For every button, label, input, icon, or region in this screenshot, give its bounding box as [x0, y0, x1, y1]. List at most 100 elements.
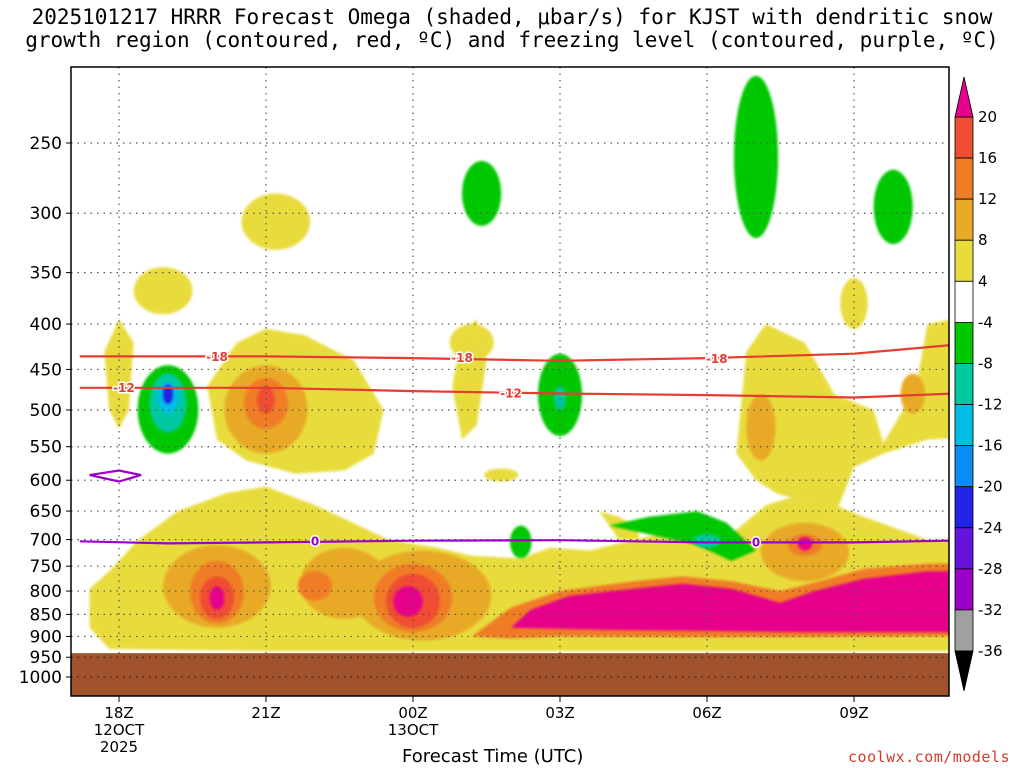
- contour-label: -18: [706, 352, 728, 366]
- colorbar-swatch: [954, 527, 974, 570]
- contour-label: -12: [113, 381, 135, 395]
- colorbar-swatch: [954, 445, 974, 488]
- colorbar-label: -20: [978, 478, 1003, 496]
- colorbar-label: -28: [978, 560, 1003, 578]
- x-tick-label: 03Z: [545, 704, 574, 722]
- contour-label: -12: [500, 386, 522, 400]
- colorbar-label: 16: [978, 149, 997, 167]
- colorbar-label: 12: [978, 190, 997, 208]
- omega-descent-low: [510, 525, 532, 559]
- x-tick-label: 13OCT: [388, 721, 439, 739]
- omega-core-late: [900, 373, 926, 414]
- colorbar-label: -12: [978, 396, 1003, 414]
- y-tick-label: 350: [30, 264, 62, 284]
- contour-label: -18: [451, 351, 473, 365]
- omega-core-pink: [209, 586, 225, 610]
- colorbar-swatch: [954, 486, 974, 529]
- grid-lines: [71, 67, 949, 696]
- omega-descent-upper: [462, 161, 502, 226]
- y-tick-label: 550: [30, 438, 62, 458]
- y-tick-label: 650: [30, 502, 62, 522]
- x-tick-label: 2025: [100, 738, 138, 756]
- omega-core-pink: [393, 586, 423, 617]
- plot-frame: [70, 66, 950, 697]
- colorbar-label: 4: [978, 272, 988, 290]
- title-line-1: 2025101217 HRRR Forecast Omega (shaded, …: [31, 5, 993, 29]
- colorbar-label: -4: [978, 313, 993, 331]
- colorbar-swatch: [954, 609, 974, 652]
- omega-descent-upper: [733, 75, 779, 239]
- colorbar-swatch: [954, 321, 974, 364]
- colorbar-swatch: [954, 280, 974, 323]
- omega-descent-low: [693, 534, 721, 548]
- contour-line: [79, 386, 949, 399]
- y-tick-label: 450: [30, 360, 62, 380]
- colorbar-label: -16: [978, 437, 1003, 455]
- omega-descent-mid: [554, 386, 566, 411]
- x-tick-label: 06Z: [692, 704, 721, 722]
- ground-layer: [71, 653, 949, 696]
- chart-title: 2025101217 HRRR Forecast Omega (shaded, …: [0, 6, 1024, 52]
- y-tick-label: 900: [30, 627, 62, 647]
- y-tick-label: 250: [30, 134, 62, 154]
- colorbar-swatch: [954, 404, 974, 447]
- contour-labels: -18 -18 -18 -12 -12 0 0: [112, 349, 762, 551]
- colorbar-label: 8: [978, 231, 988, 249]
- contour-label: 0: [311, 534, 319, 548]
- y-tick-label: 700: [30, 531, 62, 551]
- y-tick-label: 600: [30, 471, 62, 491]
- colorbar-label: -36: [978, 642, 1003, 660]
- omega-region-upper-patch: [241, 193, 311, 250]
- y-axis: 2503003504004505005506006507007508008509…: [19, 134, 71, 688]
- omega-descent-upper: [873, 169, 913, 245]
- colorbar-swatch: [954, 239, 974, 282]
- y-tick-label: 400: [30, 315, 62, 335]
- ground-fill: [71, 653, 949, 696]
- omega-region-upper-patch: [133, 267, 193, 315]
- x-tick-label: 09Z: [839, 704, 868, 722]
- colorbar-min-arrow: [954, 650, 974, 692]
- contour-label: 0: [752, 535, 760, 549]
- colorbar-label: -32: [978, 601, 1003, 619]
- colorbar-swatch: [954, 198, 974, 241]
- omega-core-low: [297, 571, 333, 601]
- colorbar-max-arrow: [954, 76, 974, 118]
- colorbar-swatch: [954, 157, 974, 200]
- y-tick-label: 300: [30, 204, 62, 224]
- omega-core-pink: [797, 536, 813, 551]
- contour-line: [79, 344, 949, 362]
- x-tick-label: 12OCT: [94, 721, 145, 739]
- source-credit: coolwx.com/models: [847, 748, 1010, 766]
- colorbar-swatch: [954, 363, 974, 405]
- contour-lines: [79, 344, 949, 545]
- y-tick-label: 750: [30, 557, 62, 577]
- contour-line: [79, 539, 949, 545]
- colorbar-label: -8: [978, 354, 993, 372]
- colorbar-label: 20: [978, 108, 997, 126]
- colorbar-label: -24: [978, 519, 1003, 537]
- x-axis-label: Forecast Time (UTC): [402, 746, 584, 767]
- title-line-2: growth region (contoured, red, ºC) and f…: [25, 28, 999, 52]
- x-tick-label: 00Z: [398, 704, 427, 722]
- colorbar-swatch: [954, 568, 974, 611]
- omega-region-small: [840, 278, 868, 329]
- omega-region-late-ascent: [736, 319, 949, 517]
- x-tick-label: 18Z: [104, 704, 133, 722]
- contour-line: [89, 469, 142, 483]
- omega-shading: [89, 75, 949, 652]
- colorbar-swatch: [954, 116, 974, 159]
- contour-label: -18: [206, 350, 228, 364]
- colorbar: -36 -32 -28 -24 -20 -16 -12 -8 -4 4 8 12 16 20: [954, 76, 1003, 692]
- omega-core-late: [746, 394, 776, 461]
- y-tick-label: 950: [30, 648, 62, 668]
- y-tick-label: 850: [30, 605, 62, 625]
- omega-region-small: [484, 468, 519, 482]
- omega-band-pink: [511, 571, 949, 633]
- y-tick-label: 1000: [19, 668, 62, 688]
- omega-region-small: [452, 319, 487, 440]
- y-tick-label: 500: [30, 401, 62, 421]
- x-tick-label: 21Z: [251, 704, 280, 722]
- omega-descent-low: [609, 511, 756, 561]
